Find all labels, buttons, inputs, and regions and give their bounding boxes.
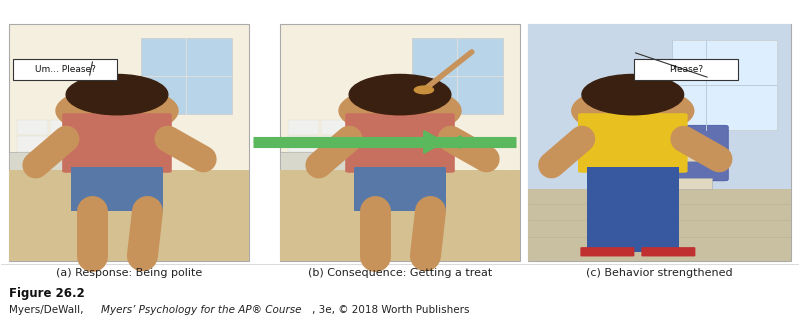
Circle shape (339, 86, 461, 135)
FancyBboxPatch shape (578, 113, 687, 173)
Circle shape (572, 86, 694, 135)
FancyBboxPatch shape (587, 167, 678, 252)
Text: Myers/DeWall,: Myers/DeWall, (10, 305, 87, 315)
FancyBboxPatch shape (281, 170, 519, 261)
FancyBboxPatch shape (664, 178, 712, 189)
Circle shape (349, 74, 451, 115)
FancyBboxPatch shape (354, 167, 446, 211)
FancyBboxPatch shape (587, 95, 678, 111)
FancyBboxPatch shape (50, 173, 78, 225)
FancyBboxPatch shape (412, 38, 503, 114)
FancyBboxPatch shape (281, 24, 519, 261)
Text: , 3e, © 2018 Worth Publishers: , 3e, © 2018 Worth Publishers (312, 305, 470, 315)
Text: (c) Behavior strengthened: (c) Behavior strengthened (586, 269, 733, 278)
FancyBboxPatch shape (10, 170, 249, 261)
Text: Myers’ Psychology for the AP® Course: Myers’ Psychology for the AP® Course (101, 305, 302, 315)
FancyBboxPatch shape (141, 38, 232, 114)
FancyBboxPatch shape (10, 152, 148, 170)
FancyBboxPatch shape (14, 59, 117, 80)
FancyBboxPatch shape (321, 136, 352, 152)
FancyBboxPatch shape (527, 24, 790, 189)
Text: Um... Please?: Um... Please? (34, 65, 96, 74)
FancyBboxPatch shape (83, 136, 114, 152)
Polygon shape (424, 131, 444, 153)
FancyBboxPatch shape (287, 136, 318, 152)
Text: Please?: Please? (669, 65, 703, 74)
Text: Figure 26.2: Figure 26.2 (10, 287, 85, 300)
FancyBboxPatch shape (17, 173, 46, 225)
FancyBboxPatch shape (10, 24, 249, 261)
FancyBboxPatch shape (50, 136, 81, 152)
FancyBboxPatch shape (345, 113, 455, 173)
Circle shape (56, 86, 178, 135)
Circle shape (582, 74, 684, 115)
FancyBboxPatch shape (50, 120, 81, 135)
FancyBboxPatch shape (354, 120, 386, 135)
FancyBboxPatch shape (634, 59, 738, 80)
Circle shape (66, 74, 168, 115)
FancyBboxPatch shape (62, 113, 172, 173)
FancyBboxPatch shape (672, 40, 778, 130)
FancyBboxPatch shape (642, 247, 695, 256)
Polygon shape (424, 131, 444, 153)
FancyBboxPatch shape (664, 149, 712, 161)
Text: (b) Consequence: Getting a treat: (b) Consequence: Getting a treat (308, 269, 492, 278)
FancyBboxPatch shape (281, 152, 419, 170)
FancyBboxPatch shape (580, 247, 634, 256)
FancyBboxPatch shape (321, 120, 352, 135)
FancyBboxPatch shape (670, 125, 728, 181)
Circle shape (414, 86, 434, 94)
FancyBboxPatch shape (17, 120, 48, 135)
FancyBboxPatch shape (287, 173, 316, 225)
Text: (a) Response: Being polite: (a) Response: Being polite (56, 269, 202, 278)
FancyBboxPatch shape (354, 136, 386, 152)
FancyBboxPatch shape (321, 173, 350, 225)
FancyBboxPatch shape (527, 189, 790, 261)
FancyBboxPatch shape (527, 24, 790, 261)
FancyBboxPatch shape (354, 95, 446, 111)
FancyBboxPatch shape (17, 136, 48, 152)
FancyBboxPatch shape (71, 95, 162, 111)
FancyBboxPatch shape (83, 120, 114, 135)
FancyBboxPatch shape (71, 167, 162, 211)
FancyBboxPatch shape (287, 120, 318, 135)
